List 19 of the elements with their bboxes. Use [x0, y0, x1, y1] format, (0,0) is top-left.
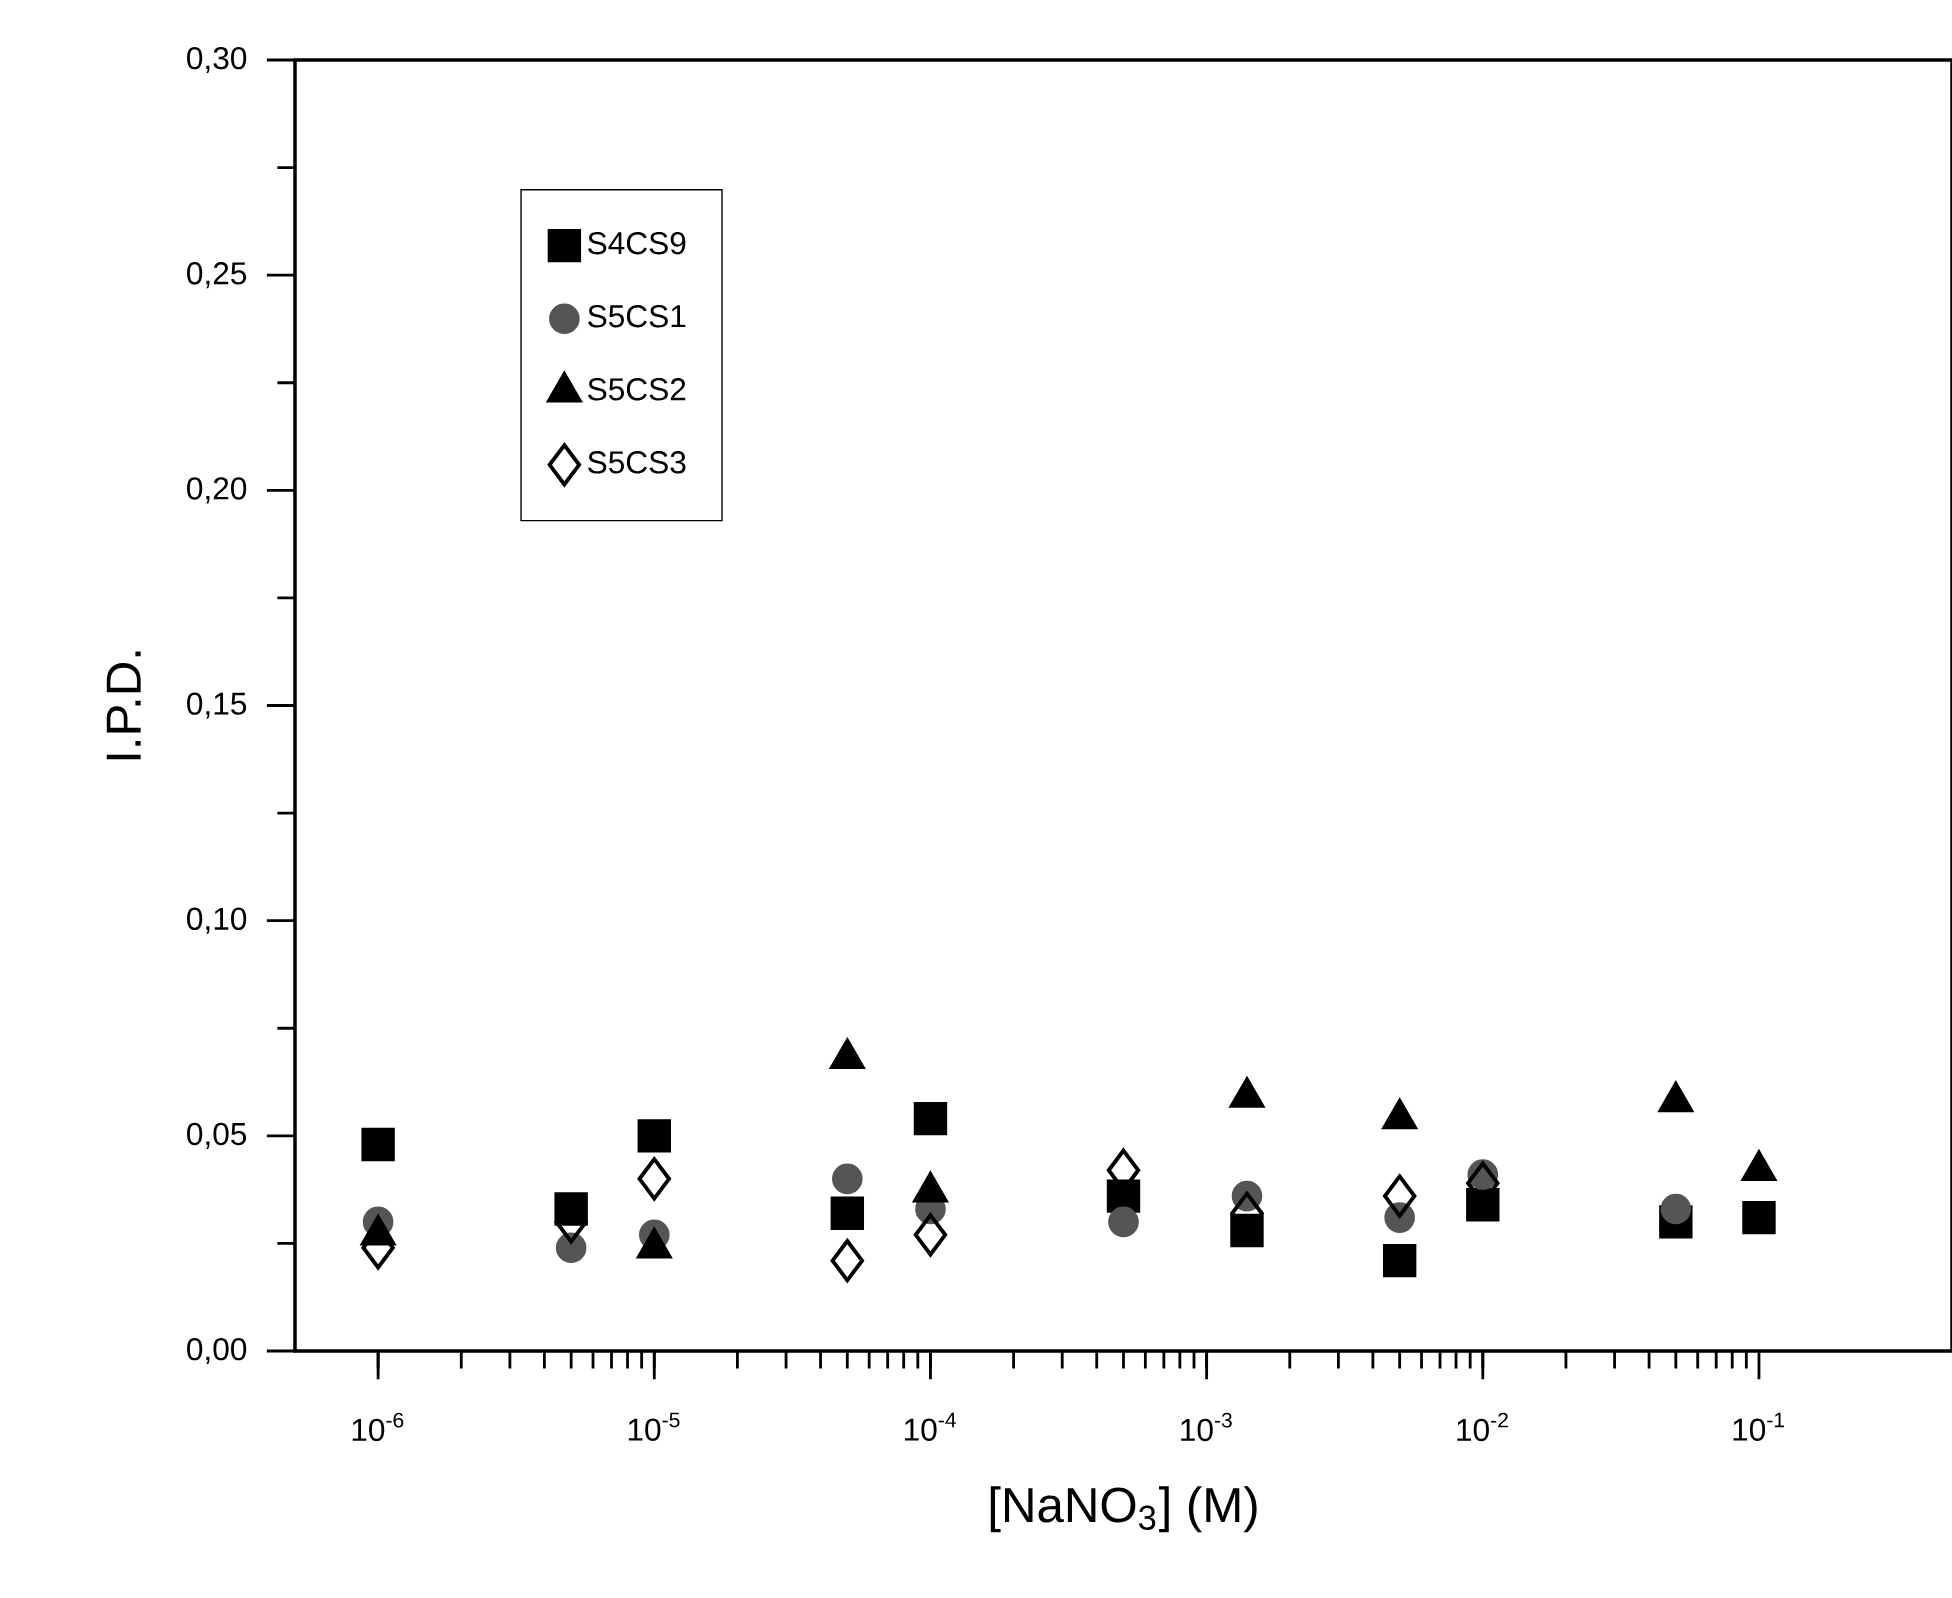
x-tick-label: 10$^{-3}$	[1181, 1412, 1232, 1442]
legend-label: S5CS3	[588, 451, 686, 474]
legend-label: S5CS2	[588, 378, 686, 401]
x-tick-label: 10$^{-5}$	[628, 1412, 680, 1441]
y-axis-title: I.P.D.	[106, 651, 141, 760]
legend-label: S4CS9	[588, 231, 686, 255]
y-tick-label: 0,15	[187, 692, 247, 719]
y-tick-label: 0,05	[187, 1122, 247, 1149]
y-tick-label: 0,25	[187, 262, 247, 289]
legend-label: S5CS1	[588, 305, 686, 328]
y-tick-label: 0,20	[187, 477, 247, 504]
y-tick-label: 0,10	[187, 907, 247, 934]
x-tick-label: 10$^{-4}$	[905, 1412, 956, 1441]
y-tick-label: 0,00	[187, 1337, 247, 1365]
y-tick-label: 0,30	[187, 46, 247, 74]
x-axis-title: [NaNO$_{3}$] (M)	[990, 1486, 1257, 1533]
x-tick-label: 10$^{-6}$	[352, 1412, 404, 1442]
x-tick-label: 10$^{-2}$	[1457, 1412, 1508, 1442]
x-tick-label: 10$^{-1}$	[1733, 1412, 1785, 1441]
